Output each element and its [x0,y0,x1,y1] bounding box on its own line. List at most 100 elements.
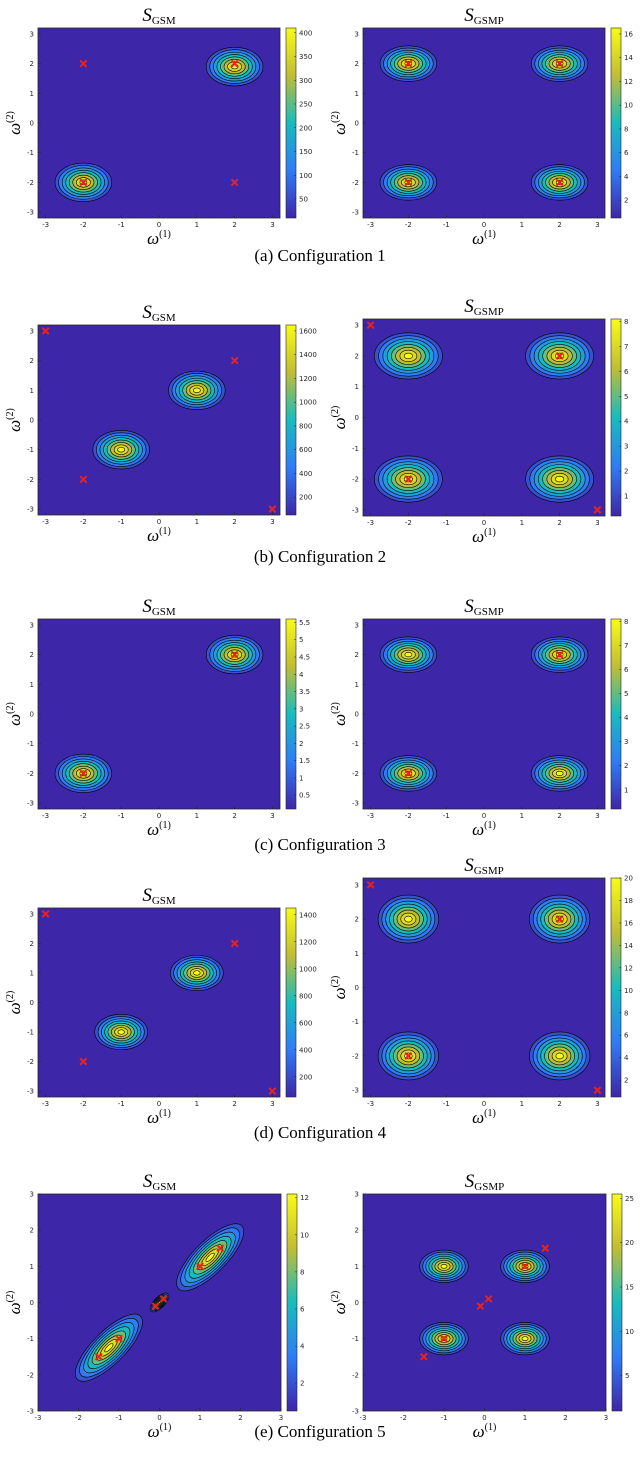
y-tick-label: -1 [352,1335,359,1343]
y-axis-label: ω(2) [5,1291,24,1315]
x-tick-label: 3 [270,221,274,229]
y-tick-label: 2 [30,357,34,365]
y-tick-label: -1 [352,149,359,157]
colorbar-tick-label: 20 [624,875,633,883]
colorbar-tick-label: 2 [624,762,628,770]
colorbar-tick-label: 2 [300,1380,304,1388]
y-tick-label: -3 [352,1408,359,1416]
y-tick-label: -1 [27,740,34,748]
x-tick-label: -3 [367,221,374,229]
x-tick-label: 0 [157,221,161,229]
x-axis-label: ω(1) [147,526,171,545]
contour-level [440,1263,448,1269]
plot-background [363,1194,606,1411]
y-tick-label: 1 [30,681,34,689]
data-marker [541,1244,550,1253]
y-tick-label: 1 [355,950,359,958]
x-tick-label: -1 [443,812,450,820]
colorbar-tick-label: 8 [300,1268,304,1276]
y-tick-label: -1 [352,445,359,453]
y-tick-label: 1 [30,1263,34,1271]
x-tick-label: -1 [118,221,125,229]
data-marker [593,505,602,514]
colorbar-tick-label: 10 [625,1328,634,1336]
chart-title: SGSM [142,596,176,618]
y-tick-label: 2 [355,60,359,68]
x-tick-label: -2 [405,1100,412,1108]
x-tick-label: 0 [157,518,161,526]
colorbar-tick-label: 2 [624,197,628,205]
colorbar-tick-label: 1200 [299,938,317,946]
y-tick-label: -3 [352,1087,359,1095]
colorbar-tick-label: 200 [299,1073,312,1081]
x-tick-label: -2 [405,221,412,229]
data-marker [230,178,239,187]
data-marker [404,475,413,483]
data-marker [79,769,88,778]
y-tick-label: -2 [27,1058,34,1066]
x-tick-label: -3 [42,1100,49,1108]
x-tick-label: 3 [270,1100,274,1108]
colorbar-tick-label: 8 [624,618,628,626]
y-tick-label: 1 [355,90,359,98]
colorbar-tick-label: 600 [299,1019,312,1027]
x-tick-label: -2 [80,812,87,820]
y-tick-label: 0 [30,120,34,128]
colorbar-tick-label: 7 [624,343,628,351]
data-marker [230,939,239,948]
x-tick-label: 0 [157,1414,161,1422]
x-tick-label: 1 [520,1100,524,1108]
data-marker [230,650,239,659]
chart-title: SGSM [142,302,176,324]
y-axis-label: ω(2) [5,408,24,432]
colorbar-tick-label: 4 [624,714,629,722]
y-tick-label: 2 [30,940,34,948]
colorbar-tick-label: 200 [299,124,312,132]
colorbar-tick-label: 1000 [299,399,317,407]
colorbar-tick-label: 15 [625,1284,634,1292]
colorbar-tick-label: 1400 [299,351,317,359]
chart-panel-1: -3 -2 -1 0 1 2 3-3-2-10123SGSMω(1)ω(2)50100150… [5,5,312,248]
y-tick-label: 0 [355,711,359,719]
colorbar-tick-label: 10 [624,102,633,110]
x-tick-label: 1 [195,812,199,820]
chart-panel-8: -3 -2 -1 0 1 2 3-3-2-10123SGSMPω(1)ω(2)2468101… [330,855,633,1127]
colorbar-tick-label: 1200 [299,375,317,383]
y-tick-label: 1 [30,90,34,98]
data-marker [79,178,88,187]
colorbar-tick-label: 400 [299,29,312,37]
colorbar-tick-label: 12 [624,964,633,972]
x-tick-label: 3 [270,518,274,526]
contour-level [205,1252,215,1262]
x-tick-label: -2 [405,519,412,527]
colorbar-tick-label: 14 [624,942,633,950]
colorbar-tick-label: 1 [624,493,628,501]
y-tick-label: 0 [355,984,359,992]
colorbar-tick-label: 600 [299,446,312,454]
colorbar-tick-label: 200 [299,494,312,502]
colorbar-tick-label: 16 [624,30,633,38]
x-tick-label: 3 [595,812,599,820]
x-tick-label: 2 [557,812,561,820]
contour-layer [94,954,224,1051]
y-axis-label: ω(2) [330,702,349,726]
colorbar-tick-label: 1400 [299,911,317,919]
colorbar-tick-label: 350 [299,53,312,61]
data-marker [404,59,413,68]
x-tick-label: 1 [520,812,524,820]
chart-panel-7: -3 -2 -1 0 1 2 3-3-2-10123SGSMω(1)ω(2)20040060… [5,885,317,1127]
y-tick-label: -3 [352,506,359,514]
colorbar-tick-label: 7 [624,642,628,650]
y-tick-label: 3 [30,30,34,38]
data-marker [555,915,564,923]
colorbar-tick-label: 6 [624,368,629,376]
y-axis-label: ω(2) [330,1291,349,1315]
contour-level [555,1052,564,1060]
x-tick-label: -1 [116,1414,123,1422]
y-tick-label: 0 [30,417,34,425]
x-tick-label: -2 [75,1414,82,1422]
chart-title: SGSM [143,1171,177,1193]
data-marker [366,321,375,330]
x-tick-label: -3 [367,812,374,820]
x-tick-label: 0 [482,812,486,820]
